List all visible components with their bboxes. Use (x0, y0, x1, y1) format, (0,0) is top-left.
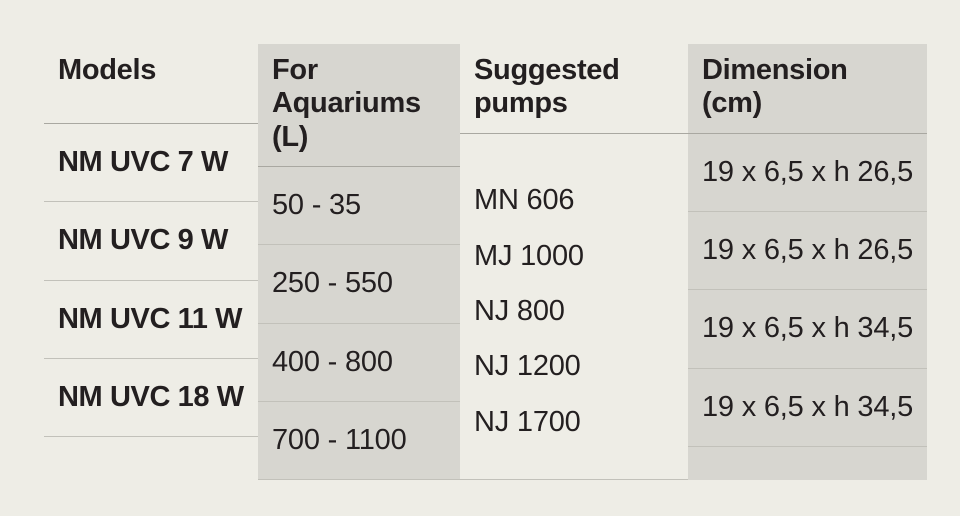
table-row: NM UVC 9 W (44, 202, 258, 280)
table-row: 400 - 800 (258, 324, 460, 402)
table-row: 700 - 1100 (258, 402, 460, 480)
table-row: 19 x 6,5 x h 34,5 (688, 369, 927, 447)
header-pumps: Suggested pumps (460, 44, 688, 134)
specs-table: Models NM UVC 7 W NM UVC 9 W NM UVC 11 W… (44, 44, 924, 480)
suggested-pumps-list: MN 606 MJ 1000 NJ 800 NJ 1200 NJ 1700 (460, 134, 688, 481)
list-item: MN 606 (474, 184, 674, 217)
list-item: NJ 800 (474, 295, 674, 328)
column-pumps: Suggested pumps MN 606 MJ 1000 NJ 800 NJ… (460, 44, 688, 480)
list-item: NJ 1200 (474, 350, 674, 383)
table-row: NM UVC 18 W (44, 359, 258, 437)
table-row: 19 x 6,5 x h 26,5 (688, 212, 927, 290)
table-row: NM UVC 11 W (44, 281, 258, 359)
header-aquariums: For Aquariums (L) (258, 44, 460, 167)
header-dimension: Dimension (cm) (688, 44, 927, 134)
column-models: Models NM UVC 7 W NM UVC 9 W NM UVC 11 W… (44, 44, 258, 480)
page: Models NM UVC 7 W NM UVC 9 W NM UVC 11 W… (0, 0, 960, 516)
column-aquariums: For Aquariums (L) 50 - 35 250 - 550 400 … (258, 44, 460, 480)
table-row: 50 - 35 (258, 167, 460, 245)
table-row: 19 x 6,5 x h 26,5 (688, 134, 927, 212)
list-item: NJ 1700 (474, 406, 674, 439)
list-item: MJ 1000 (474, 240, 674, 273)
column-dimension: Dimension (cm) 19 x 6,5 x h 26,5 19 x 6,… (688, 44, 927, 480)
table-row: 19 x 6,5 x h 34,5 (688, 290, 927, 368)
table-row: NM UVC 7 W (44, 124, 258, 202)
header-models: Models (44, 44, 258, 124)
table-row: 250 - 550 (258, 245, 460, 323)
